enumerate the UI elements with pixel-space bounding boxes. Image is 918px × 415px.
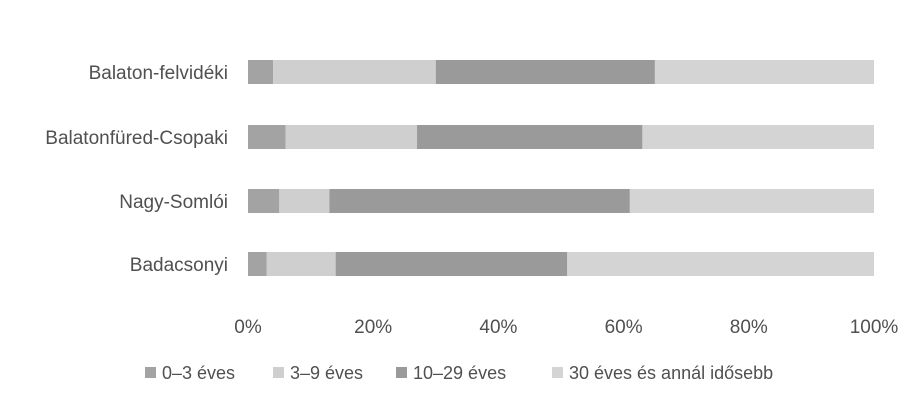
bar-segment-1-4: [654, 60, 874, 84]
bar-segment-1-3: [435, 60, 655, 84]
x-tick-label: 80%: [730, 317, 768, 338]
bar-segment-3-2: [279, 189, 330, 213]
bar-segment-4-2: [266, 252, 336, 276]
bar-segment-2-4: [642, 125, 874, 149]
legend-swatch: [552, 367, 563, 378]
bar-segment-3-4: [629, 189, 874, 213]
bar-segment-4-1: [248, 252, 267, 276]
bar-segment-4-3: [335, 252, 568, 276]
bars-group: [248, 60, 874, 276]
bar-segment-4-4: [567, 252, 874, 276]
legend-label: 3–9 éves: [290, 363, 363, 383]
category-label: Balaton-felvidéki: [89, 63, 228, 84]
bar-segment-2-1: [248, 125, 286, 149]
bar-segment-2-2: [285, 125, 418, 149]
legend-swatch: [396, 367, 407, 378]
x-tick-label: 0%: [234, 317, 262, 338]
legend: 0–3 éves 3–9 éves 10–29 éves 30 éves és ann…: [145, 363, 773, 383]
x-tick-label: 60%: [605, 317, 643, 338]
x-axis-ticks: 0% 20% 40% 60% 80% 100%: [234, 317, 898, 338]
bar-segment-3-3: [329, 189, 630, 213]
category-label: Balatonfüred-Csopaki: [45, 128, 228, 149]
legend-label: 10–29 éves: [413, 363, 506, 383]
bar-segment-1-2: [273, 60, 436, 84]
x-tick-label: 100%: [850, 317, 899, 338]
legend-label: 0–3 éves: [162, 363, 235, 383]
bar-segment-3-1: [248, 189, 280, 213]
category-labels: Balaton-felvidéki Balatonfüred-Csopaki Nag…: [45, 63, 228, 276]
legend-swatch: [273, 367, 284, 378]
legend-swatch: [145, 367, 156, 378]
x-tick-label: 40%: [479, 317, 517, 338]
x-tick-label: 20%: [354, 317, 392, 338]
category-label: Badacsonyi: [130, 255, 228, 276]
bar-segment-2-3: [417, 125, 643, 149]
category-label: Nagy-Somlói: [119, 192, 228, 213]
legend-label: 30 éves és annál idősebb: [569, 363, 773, 383]
bar-segment-1-1: [248, 60, 274, 84]
